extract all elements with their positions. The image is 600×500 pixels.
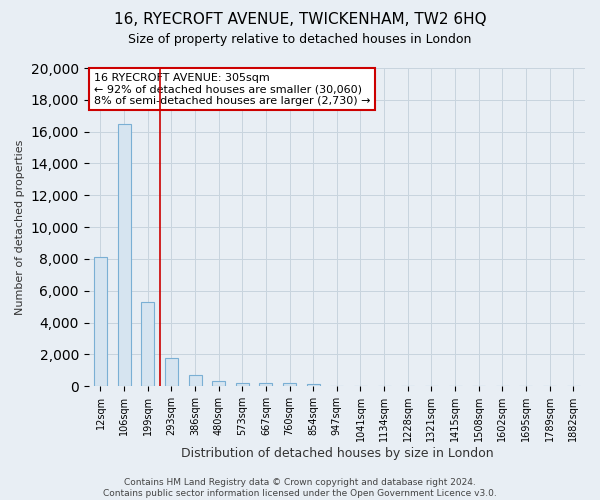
Bar bbox=[141, 302, 154, 386]
Bar bbox=[94, 258, 107, 386]
Text: Contains HM Land Registry data © Crown copyright and database right 2024.
Contai: Contains HM Land Registry data © Crown c… bbox=[103, 478, 497, 498]
Bar bbox=[236, 382, 249, 386]
Bar bbox=[307, 384, 320, 386]
Y-axis label: Number of detached properties: Number of detached properties bbox=[15, 140, 25, 315]
Text: 16 RYECROFT AVENUE: 305sqm
← 92% of detached houses are smaller (30,060)
8% of s: 16 RYECROFT AVENUE: 305sqm ← 92% of deta… bbox=[94, 73, 370, 106]
Text: Size of property relative to detached houses in London: Size of property relative to detached ho… bbox=[128, 32, 472, 46]
Bar bbox=[212, 381, 225, 386]
Bar bbox=[259, 383, 272, 386]
Bar bbox=[118, 124, 131, 386]
Bar bbox=[283, 384, 296, 386]
X-axis label: Distribution of detached houses by size in London: Distribution of detached houses by size … bbox=[181, 447, 493, 460]
Bar bbox=[188, 375, 202, 386]
Text: 16, RYECROFT AVENUE, TWICKENHAM, TW2 6HQ: 16, RYECROFT AVENUE, TWICKENHAM, TW2 6HQ bbox=[113, 12, 487, 28]
Bar bbox=[165, 358, 178, 386]
